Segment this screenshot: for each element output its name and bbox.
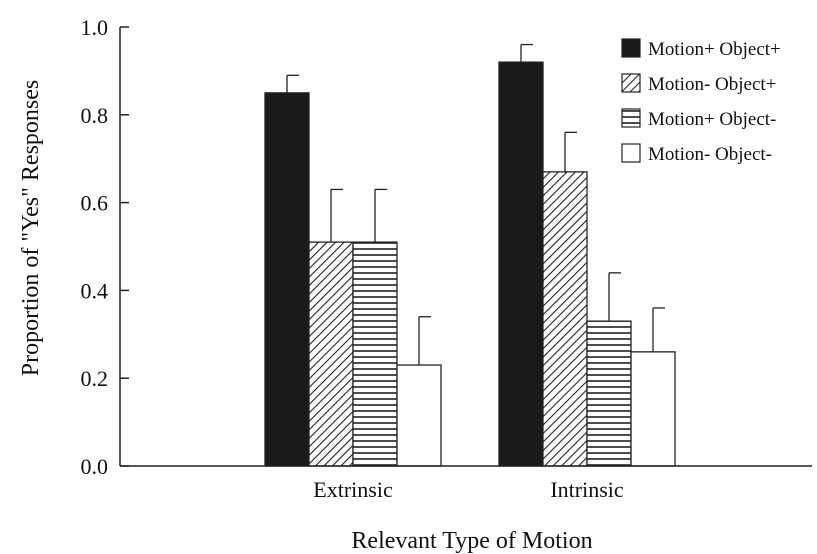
legend-swatch [621,73,641,93]
x-axis-title: Relevant Type of Motion [351,528,592,554]
legend-swatch [621,108,641,128]
bar [542,171,588,467]
legend-label: Motion- Object- [648,144,772,165]
y-tick-label: 0.6 [81,191,109,216]
legend-swatch [621,143,641,163]
bar [630,351,676,467]
legend-label: Motion+ Object+ [648,39,781,60]
y-tick-label: 0.8 [81,103,109,128]
bar [396,364,442,467]
legend: Motion+ Object+ Motion- Object+ Motion+ Ob… [621,38,781,165]
bar [352,241,398,467]
bar [264,92,310,467]
y-tick-label: 0.2 [81,366,109,391]
bar [498,61,544,467]
y-tick-label: 1.0 [81,15,109,40]
bar [586,320,632,467]
y-tick-label: 0.0 [81,454,109,479]
bar [308,241,354,467]
legend-label: Motion+ Object- [648,109,776,130]
x-tick-label: Extrinsic [313,477,393,502]
y-axis-title: Proportion of "Yes" Responses [18,80,44,377]
legend-label: Motion- Object+ [648,74,776,95]
legend-swatch [621,38,641,58]
x-tick-label: Intrinsic [550,477,624,502]
y-tick-label: 0.4 [81,278,109,303]
